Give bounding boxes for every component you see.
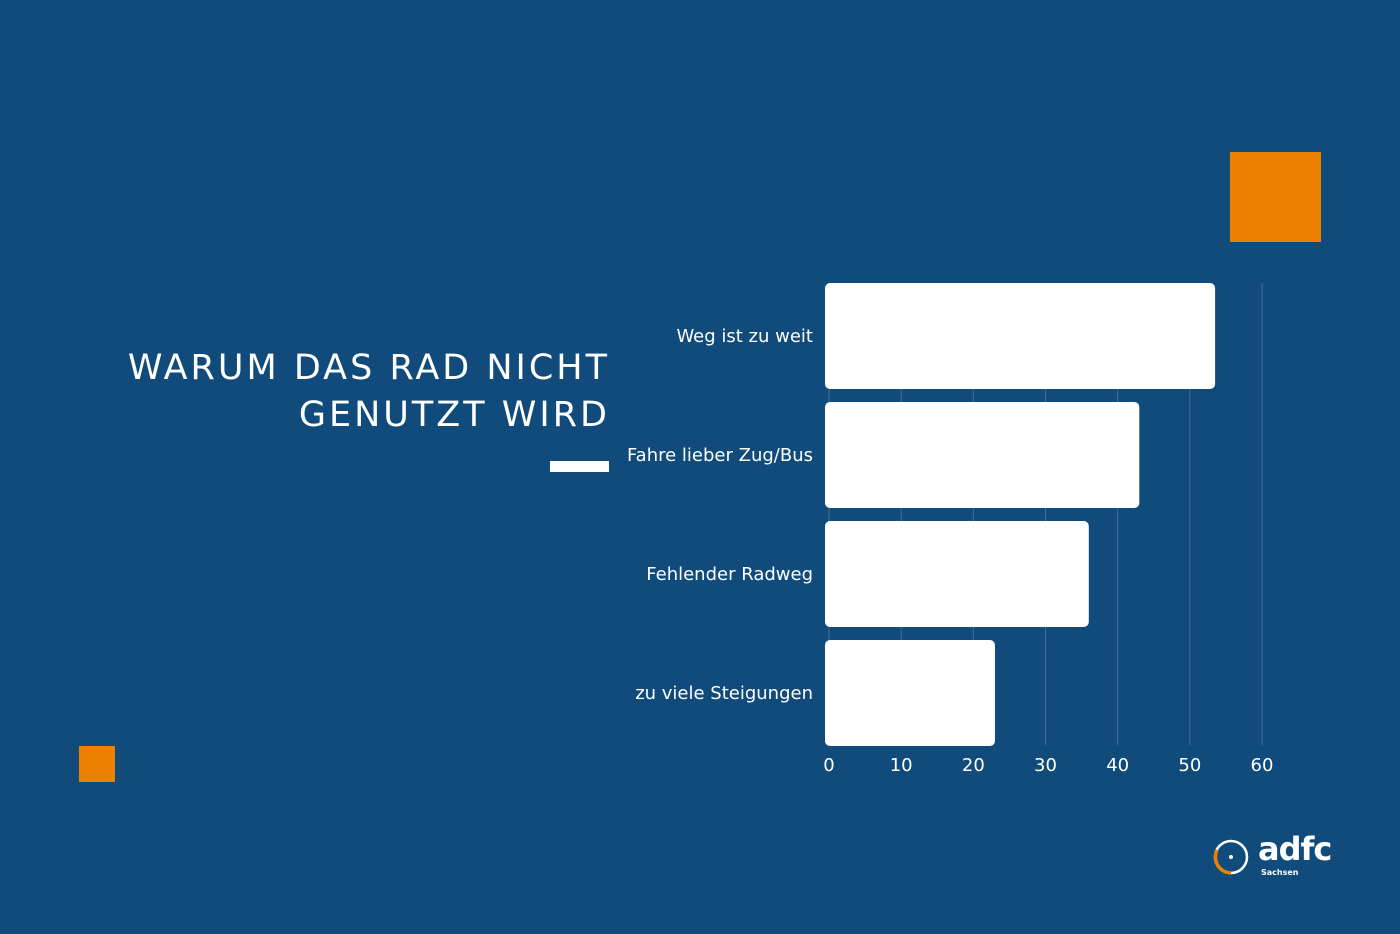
- x-tick-label: 30: [1034, 755, 1057, 776]
- chart-title-line-1: WARUM DAS RAD NICHT: [127, 348, 610, 388]
- x-tick-label: 40: [1106, 755, 1129, 776]
- x-tick-label: 50: [1178, 755, 1201, 776]
- logo-wordmark: adfc: [1258, 830, 1332, 868]
- adfc-logo: adfc Sachsen: [1212, 830, 1332, 886]
- category-labels: Weg ist zu weit Fahre lieber Zug/Bus Fehle…: [627, 326, 813, 704]
- decorative-square-small: [79, 746, 115, 782]
- bar: [825, 521, 1089, 627]
- bar: [825, 283, 1216, 389]
- category-label: zu viele Steigungen: [635, 683, 813, 704]
- x-tick-label: 10: [890, 755, 913, 776]
- wheel-icon: [1213, 839, 1249, 875]
- chart-title-line-2: GENUTZT WIRD: [298, 395, 610, 435]
- x-tick-label: 0: [823, 755, 834, 776]
- chart-title: WARUM DAS RAD NICHT GENUTZT WIRD: [128, 345, 610, 439]
- bars: [825, 283, 1216, 746]
- x-tick-label: 60: [1251, 755, 1274, 776]
- category-label: Weg ist zu weit: [676, 326, 813, 347]
- category-label: Fahre lieber Zug/Bus: [627, 445, 813, 466]
- bar: [825, 402, 1140, 508]
- bar: [825, 640, 995, 746]
- x-tick-label: 20: [962, 755, 985, 776]
- x-tick-labels: 0 10 20 30 40 50 60: [823, 755, 1273, 776]
- category-label: Fehlender Radweg: [646, 564, 813, 585]
- decorative-square-large: [1230, 152, 1321, 242]
- title-underline: [550, 461, 609, 472]
- logo-subtitle: Sachsen: [1261, 868, 1299, 877]
